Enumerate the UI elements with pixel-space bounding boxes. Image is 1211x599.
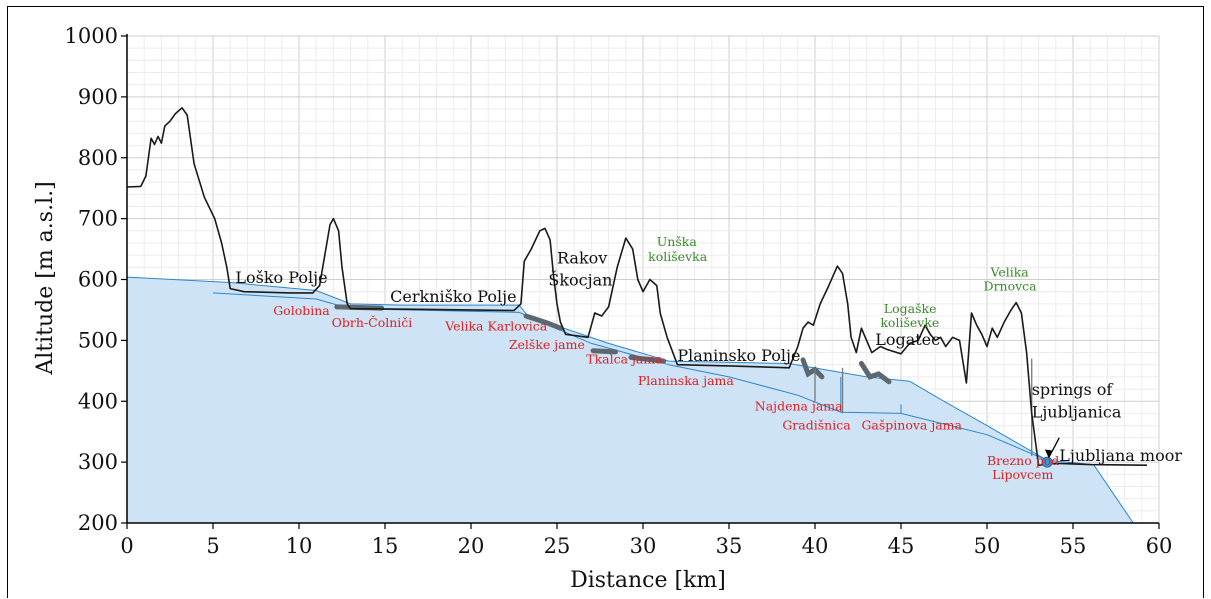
doline-label: Logaške bbox=[884, 301, 937, 316]
spring-arrow bbox=[1048, 437, 1060, 458]
place-label: Loško Polje bbox=[235, 268, 327, 287]
place-label: Škocjan bbox=[548, 270, 612, 290]
surface-profile-line bbox=[126, 107, 1148, 466]
cave-passage bbox=[523, 313, 563, 331]
x-tick-label: 50 bbox=[974, 534, 1001, 558]
place-label: Ljubljana moor bbox=[1059, 446, 1182, 465]
y-tick-label: 500 bbox=[78, 328, 118, 352]
place-label: Cerkniško Polje bbox=[390, 287, 516, 306]
cave-label: Obrh-Čolniči bbox=[332, 314, 413, 330]
place-label: Logatec bbox=[875, 330, 940, 349]
doline-label: Velika bbox=[989, 264, 1029, 279]
y-tick-label: 300 bbox=[78, 450, 118, 474]
x-tick-label: 15 bbox=[372, 534, 399, 558]
doline-label: koliševke bbox=[880, 315, 939, 330]
place-label: Planinsko Polje bbox=[677, 346, 800, 365]
x-tick-label: 10 bbox=[286, 534, 313, 558]
x-tick-label: 45 bbox=[888, 534, 915, 558]
cave-label: Planinska jama bbox=[638, 373, 735, 388]
cave-passage bbox=[628, 354, 667, 364]
cave-label: Zelške jame bbox=[509, 337, 585, 352]
x-tick-label: 0 bbox=[120, 534, 133, 558]
x-tick-label: 5 bbox=[206, 534, 219, 558]
y-tick-label: 400 bbox=[78, 389, 118, 413]
plot-area bbox=[126, 107, 1148, 524]
x-tick-label: 30 bbox=[630, 534, 657, 558]
y-tick-label: 600 bbox=[78, 268, 118, 292]
doline-label: Unška bbox=[657, 234, 698, 249]
cave-passage bbox=[334, 304, 385, 311]
x-tick-label: 20 bbox=[458, 534, 485, 558]
y-axis-title: Altitude [m a.s.l.] bbox=[33, 181, 58, 375]
cave-label: Lipovcem bbox=[992, 467, 1053, 482]
spring-marker bbox=[1041, 456, 1053, 468]
place-label: Ljubljanica bbox=[1032, 403, 1122, 422]
x-tick-label: 40 bbox=[802, 534, 829, 558]
cave-passage bbox=[858, 361, 892, 385]
x-tick-label: 25 bbox=[544, 534, 571, 558]
cave-passage bbox=[800, 357, 825, 380]
y-tick-label: 200 bbox=[78, 511, 118, 535]
axes: 0 5 10 15 20 25 30 35 40 45 50 55 60 200 300 400 500 600 7… bbox=[65, 24, 1173, 558]
x-tick-label: 60 bbox=[1146, 534, 1173, 558]
flow-path-line bbox=[212, 292, 669, 366]
y-tick-label: 700 bbox=[78, 207, 118, 231]
x-axis-title: Distance [km] bbox=[570, 568, 726, 593]
cave-label: Velika Karlovica bbox=[444, 319, 548, 334]
cave-passage bbox=[590, 348, 618, 355]
y-tick-label: 800 bbox=[78, 146, 118, 170]
place-label: Rakov bbox=[557, 249, 607, 268]
annotation-labels: Loško Polje Cerkniško Polje Rakov Škocjan Pl… bbox=[235, 234, 1182, 482]
cave-label: Golobina bbox=[273, 303, 330, 318]
y-tick-label: 1000 bbox=[65, 24, 118, 48]
figure-frame bbox=[7, 6, 1204, 598]
cave-label: Tkalca jama bbox=[586, 352, 663, 367]
doline-label: koliševka bbox=[648, 249, 708, 264]
cave-label: Najdena jama bbox=[755, 398, 843, 413]
doline-label: Drnovca bbox=[984, 278, 1038, 293]
y-tick-label: 900 bbox=[78, 85, 118, 109]
cave-label: Brezno pod bbox=[987, 453, 1059, 468]
x-tick-label: 55 bbox=[1060, 534, 1087, 558]
cave-label: Gašpinova jama bbox=[861, 417, 962, 432]
cave-label: Gradišnica bbox=[782, 417, 851, 432]
x-tick-label: 35 bbox=[716, 534, 743, 558]
place-label: springs of bbox=[1032, 380, 1114, 399]
spring-arrowhead bbox=[1044, 449, 1052, 459]
